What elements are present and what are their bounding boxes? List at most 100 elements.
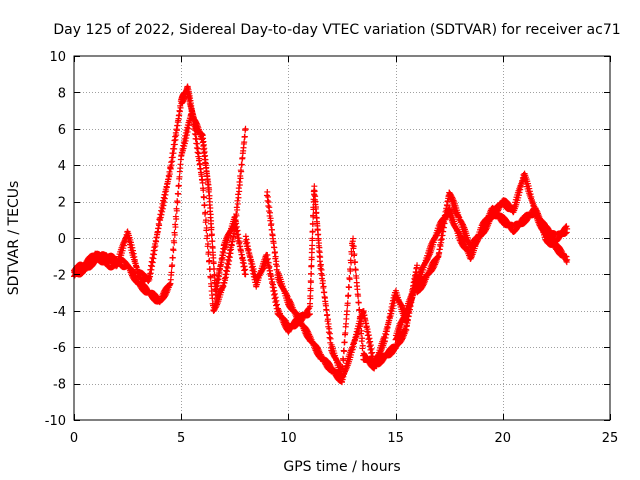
data-point-marker xyxy=(156,222,163,229)
data-point-marker xyxy=(269,281,276,288)
data-point-marker xyxy=(171,141,178,148)
data-point-marker xyxy=(222,277,229,284)
data-point-marker xyxy=(149,263,156,270)
data-point-marker xyxy=(166,171,173,178)
data-point-marker xyxy=(272,290,278,297)
data-point-marker xyxy=(167,165,174,172)
data-point-marker xyxy=(151,247,158,254)
data-point-marker xyxy=(234,200,241,207)
data-point-marker xyxy=(268,220,275,227)
data-point-marker xyxy=(200,187,207,194)
data-point-marker xyxy=(307,303,314,310)
data-point-marker xyxy=(319,272,326,279)
data-point-marker xyxy=(239,254,246,261)
data-point-marker xyxy=(324,311,331,318)
data-point-marker xyxy=(243,236,250,243)
data-point-marker xyxy=(208,217,215,224)
data-point-marker xyxy=(346,284,353,291)
data-point-marker xyxy=(266,209,273,216)
data-point-marker xyxy=(366,335,373,342)
data-point-marker xyxy=(159,208,166,215)
data-point-marker xyxy=(210,260,217,267)
data-point-marker xyxy=(414,262,421,269)
data-point-marker xyxy=(162,191,169,198)
data-point-marker xyxy=(173,216,180,223)
data-point-marker xyxy=(170,150,177,157)
data-point-marker xyxy=(459,235,466,242)
data-point-marker xyxy=(237,175,244,182)
data-point-marker xyxy=(351,251,358,258)
data-point-marker xyxy=(251,268,258,275)
data-point-marker xyxy=(314,345,321,352)
data-point-marker xyxy=(172,136,179,143)
data-point-marker xyxy=(286,297,293,304)
x-tick-label: 0 xyxy=(70,431,78,446)
x-tick-label: 15 xyxy=(387,431,404,446)
data-point-marker xyxy=(340,357,347,364)
x-tick-label: 10 xyxy=(280,431,297,446)
data-point-marker xyxy=(171,239,178,246)
x-tick-label: 20 xyxy=(495,431,512,446)
data-point-marker xyxy=(339,366,346,373)
data-point-marker xyxy=(273,297,280,304)
data-point-marker xyxy=(283,291,290,298)
data-point-marker xyxy=(129,244,136,251)
data-point-marker xyxy=(169,262,176,269)
data-point-marker xyxy=(203,224,210,231)
data-point-marker xyxy=(161,199,168,206)
data-point-marker xyxy=(207,266,214,273)
data-point-marker xyxy=(307,295,314,302)
data-point-marker xyxy=(327,335,334,342)
data-point-marker xyxy=(201,201,208,208)
x-axis-label: GPS time / hours xyxy=(283,459,400,475)
data-point-marker xyxy=(344,300,351,307)
data-point-marker xyxy=(342,330,349,337)
data-point-marker xyxy=(440,228,447,235)
data-point-marker xyxy=(212,304,219,311)
data-point-marker xyxy=(183,135,190,142)
data-point-marker xyxy=(220,249,227,256)
data-point-marker xyxy=(236,181,243,188)
data-point-marker xyxy=(355,293,362,300)
data-point-marker xyxy=(420,282,427,289)
data-point-marker xyxy=(191,123,198,130)
data-point-marker xyxy=(368,345,375,352)
data-point-marker xyxy=(250,265,257,272)
data-point-marker xyxy=(438,236,445,243)
data-point-marker xyxy=(267,215,274,222)
data-point-marker xyxy=(344,308,351,315)
data-point-marker xyxy=(157,217,164,224)
series-track-c xyxy=(242,233,421,386)
data-point-marker xyxy=(563,223,570,230)
data-point-marker xyxy=(347,267,354,274)
data-point-marker xyxy=(310,213,317,220)
data-point-marker xyxy=(390,302,397,309)
y-tick-label: 0 xyxy=(58,232,66,247)
data-point-marker xyxy=(272,294,279,301)
data-point-marker xyxy=(234,206,241,213)
y-tick-label: 6 xyxy=(58,123,66,138)
data-point-marker xyxy=(205,240,211,247)
data-point-marker xyxy=(325,320,332,327)
data-point-marker xyxy=(195,150,202,157)
data-point-marker xyxy=(233,212,240,219)
data-point-marker xyxy=(206,198,213,205)
data-point-marker xyxy=(169,254,176,261)
data-point-marker xyxy=(274,263,281,270)
data-point-marker xyxy=(307,279,314,286)
data-point-marker xyxy=(172,224,179,231)
data-point-marker xyxy=(170,247,177,254)
data-point-marker xyxy=(430,264,437,271)
data-point-marker xyxy=(357,313,364,320)
series-track-d xyxy=(263,183,421,381)
data-point-marker xyxy=(345,292,352,299)
data-point-marker xyxy=(271,287,278,294)
data-point-marker xyxy=(235,235,242,242)
data-point-marker xyxy=(440,224,447,231)
data-point-marker xyxy=(130,269,137,276)
data-point-marker xyxy=(526,185,533,192)
data-point-marker xyxy=(158,211,165,218)
data-point-marker xyxy=(173,132,180,139)
data-point-marker xyxy=(176,173,183,180)
